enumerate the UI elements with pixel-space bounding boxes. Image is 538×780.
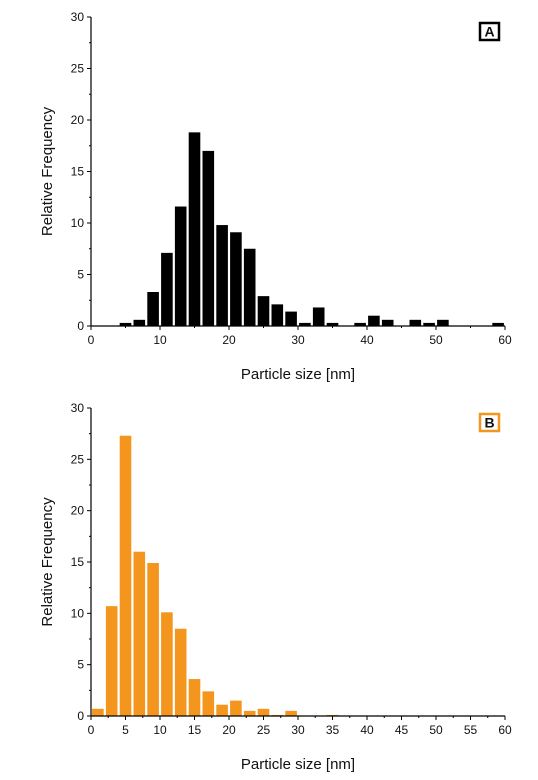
chart-a-bar-27 — [492, 322, 504, 326]
chart-a-bar-5 — [188, 132, 201, 326]
chart-a-bar-23 — [437, 319, 449, 326]
chart-b-xtick-label-0: 0 — [88, 723, 95, 737]
chart-b-bar-3 — [133, 551, 146, 716]
chart-b-ytick-label-1: 5 — [77, 658, 84, 672]
chart-b-xtick-label-10: 50 — [429, 723, 443, 737]
chart-a-bar-7 — [216, 225, 228, 326]
chart-a-bar-2 — [147, 292, 159, 326]
chart-a-bar-0 — [119, 322, 132, 326]
chart-a-bar-4 — [174, 206, 187, 326]
chart-b-ylabel: Relative Frequency — [39, 497, 56, 627]
chart-b-xtick-label-2: 10 — [153, 723, 167, 737]
chart-b-bar-0 — [92, 708, 104, 716]
chart-b-bar-14 — [285, 710, 297, 716]
chart-a-panel-label: A — [484, 24, 494, 40]
chart-b-xtick-label-12: 60 — [498, 723, 512, 737]
chart-a-bar-1 — [133, 319, 146, 326]
chart-b-xtick-label-8: 40 — [360, 723, 374, 737]
chart-a-bar-11 — [271, 304, 284, 326]
chart-a-bar-3 — [161, 252, 173, 326]
chart-a: 0 5 10 15 20 25 30 0 10 20 30 40 50 60 Particle size [… — [39, 10, 512, 383]
chart-b-xtick-label-3: 15 — [188, 723, 202, 737]
chart-b-ytick-label-3: 15 — [71, 555, 85, 569]
chart-b-panel-label-box — [478, 412, 501, 433]
chart-b-bar-9 — [216, 704, 228, 716]
chart-b-xtick-label-9: 45 — [395, 723, 409, 737]
chart-a-ytick-label-4: 20 — [71, 113, 85, 127]
chart-a-bar-9 — [243, 248, 256, 326]
chart-a-xtick-label-1: 10 — [153, 333, 167, 347]
chart-a-bar-13 — [299, 322, 311, 326]
chart-b-xtick-label-4: 20 — [222, 723, 236, 737]
chart-a-ytick-label-3: 15 — [71, 165, 85, 179]
chart-a-panel-label-box — [478, 21, 501, 42]
chart-a-xlabel: Particle size [nm] — [241, 366, 355, 383]
chart-b-xlabel: Particle size [nm] — [241, 756, 355, 773]
chart-a-bar-12 — [285, 311, 297, 326]
chart-b-ytick-label-5: 25 — [71, 452, 85, 466]
chart-b-bar-8 — [202, 691, 215, 716]
chart-b-bar-12 — [257, 708, 270, 716]
chart-a-bar-15 — [326, 322, 339, 326]
chart-a-xtick-label-2: 20 — [222, 333, 236, 347]
chart-a-ytick-label-6: 30 — [71, 10, 85, 24]
chart-b-xtick-label-6: 30 — [291, 723, 305, 737]
chart-b: 0 5 10 15 20 25 30 0 5 10 15 20 25 30 35 40 45 50 55 60 Part… — [39, 401, 512, 773]
chart-b-bar-1 — [105, 606, 118, 716]
chart-a-ytick-label-0: 0 — [77, 319, 84, 333]
chart-b-xtick-label-1: 5 — [122, 723, 129, 737]
chart-a-ytick-label-1: 5 — [77, 268, 84, 282]
chart-a-ytick-label-2: 10 — [71, 216, 85, 230]
chart-b-bar-7 — [188, 679, 201, 716]
chart-b-bar-10 — [230, 700, 242, 716]
chart-b-bar-2 — [119, 435, 132, 716]
chart-b-bar-5 — [161, 612, 173, 716]
chart-a-bar-6 — [202, 150, 215, 326]
chart-a-xtick-label-6: 60 — [498, 333, 512, 347]
chart-a-bar-22 — [423, 322, 435, 326]
chart-b-bar-4 — [147, 563, 159, 716]
chart-b-xtick-label-7: 35 — [326, 723, 340, 737]
chart-a-bar-18 — [368, 315, 380, 326]
chart-b-ytick-label-0: 0 — [77, 709, 84, 723]
chart-a-bar-10 — [257, 296, 270, 326]
chart-b-panel-label: B — [484, 415, 494, 431]
chart-a-xtick-label-0: 0 — [88, 333, 95, 347]
chart-a-bar-8 — [230, 232, 242, 326]
chart-a-bar-21 — [409, 319, 422, 326]
chart-a-bar-19 — [381, 319, 394, 326]
chart-b-ytick-label-4: 20 — [71, 504, 85, 518]
chart-a-xtick-label-3: 30 — [291, 333, 305, 347]
chart-a-bar-14 — [312, 307, 325, 326]
chart-b-bar-11 — [243, 710, 256, 716]
chart-a-xtick-label-5: 50 — [429, 333, 443, 347]
chart-a-bar-17 — [354, 322, 366, 326]
chart-b-xtick-label-11: 55 — [464, 723, 478, 737]
chart-b-bar-6 — [174, 628, 187, 716]
chart-b-xtick-label-5: 25 — [257, 723, 271, 737]
chart-a-ylabel: Relative Frequency — [39, 106, 56, 236]
chart-b-ytick-label-2: 10 — [71, 606, 85, 620]
chart-b-ytick-label-6: 30 — [71, 401, 85, 415]
chart-a-ytick-label-5: 25 — [71, 62, 85, 76]
chart-a-xtick-label-4: 40 — [360, 333, 374, 347]
